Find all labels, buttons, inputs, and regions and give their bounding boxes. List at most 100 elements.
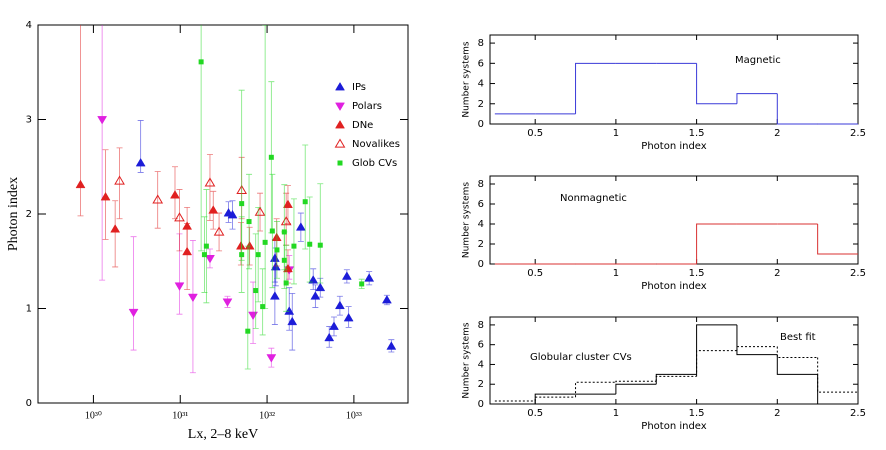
marker [204,177,216,187]
marker [198,59,204,65]
marker [100,191,111,201]
marker [97,116,108,125]
marker [281,229,287,235]
error-bar [112,200,119,268]
marker [359,281,365,287]
y-tick-label: 3 [26,115,32,126]
marker [135,157,146,167]
marker [308,275,319,284]
histogram-step [817,357,858,393]
marker [182,246,193,256]
marker [284,306,295,315]
x-tick-label: 1.5 [689,268,705,279]
series-label: Magnetic [735,55,781,66]
y-tick-label: 2 [478,99,484,110]
marker [114,175,125,185]
histogram-step [776,346,818,359]
plot-frame [489,316,859,405]
marker [283,280,289,286]
legend-marker [335,120,345,129]
error-bar [290,198,297,285]
marker [315,282,326,292]
y-tick-label: 2 [478,379,484,390]
marker [170,190,180,199]
legend-marker [337,160,343,166]
marker [260,304,266,310]
histogram-step [575,381,616,398]
marker [295,222,306,231]
marker [152,194,164,204]
x-tick-label: 1.5 [689,408,705,419]
x-tick-label: 1 [613,268,619,279]
error-bar [252,233,259,329]
histogram-step [817,224,858,255]
error-bar [216,212,223,252]
x-axis-label: Photon index [641,141,706,152]
x-tick-label: 10³¹ [172,410,188,421]
x-axis-label: Photon index [641,281,706,292]
y-axis-label: Number systems [462,182,472,259]
error-bar [306,196,313,283]
x-tick-label: 10³⁰ [85,410,102,421]
histogram-step [817,374,858,405]
marker [302,199,308,205]
histogram-step [736,93,778,104]
histogram-step [736,346,778,351]
x-tick-label: 1 [613,128,619,139]
y-tick-label: 8 [478,320,484,331]
marker [310,291,321,300]
histogram-step [696,324,737,375]
marker [222,298,233,307]
y-tick-label: 8 [478,179,484,190]
legend-marker [335,82,345,91]
y-tick-label: 6 [478,58,484,69]
y-tick-label: 0 [26,398,32,409]
x-tick-label: 2.5 [850,128,866,139]
marker [268,154,274,160]
marker [307,241,313,247]
y-tick-label: 2 [26,209,32,220]
marker [324,332,335,342]
y-tick-label: 0 [478,119,484,130]
marker [182,221,193,230]
histogram-step [575,62,616,114]
legend-label: Polars [352,101,382,112]
histogram-step [696,63,737,105]
legend-label: Novalikes [352,139,400,150]
marker [205,255,215,264]
marker [274,247,280,253]
marker [291,243,297,249]
histogram-step [736,324,778,356]
marker [208,205,219,214]
error-bar [99,25,106,281]
error-bar [259,268,266,336]
marker [317,242,323,248]
y-tick-label: 4 [478,219,484,230]
y-axis-label: Number systems [462,322,472,399]
legend-label: DNe [352,120,373,131]
error-bar [317,183,324,284]
y-tick-label: 2 [478,239,484,250]
y-axis-label: Number systems [462,41,472,118]
y-tick-label: 4 [478,359,484,370]
y-tick-label: 0 [478,399,484,410]
y-tick-label: 4 [26,20,32,31]
x-tick-label: 1.5 [689,128,705,139]
histogram-step [776,93,818,125]
marker [343,312,354,322]
marker [269,291,280,300]
marker [174,282,185,291]
histogram-step [696,350,737,377]
y-tick-label: 0 [478,259,484,270]
legend-marker [334,138,346,148]
plot-area [75,25,397,374]
marker [329,321,339,330]
marker [381,295,392,304]
series-label: Nonmagnetic [560,193,627,204]
series-label: Best fit [780,332,816,343]
marker [174,212,185,222]
histogram-step [655,375,697,382]
x-tick-label: 2 [774,128,780,139]
legend-marker [335,102,345,111]
marker [386,341,397,350]
